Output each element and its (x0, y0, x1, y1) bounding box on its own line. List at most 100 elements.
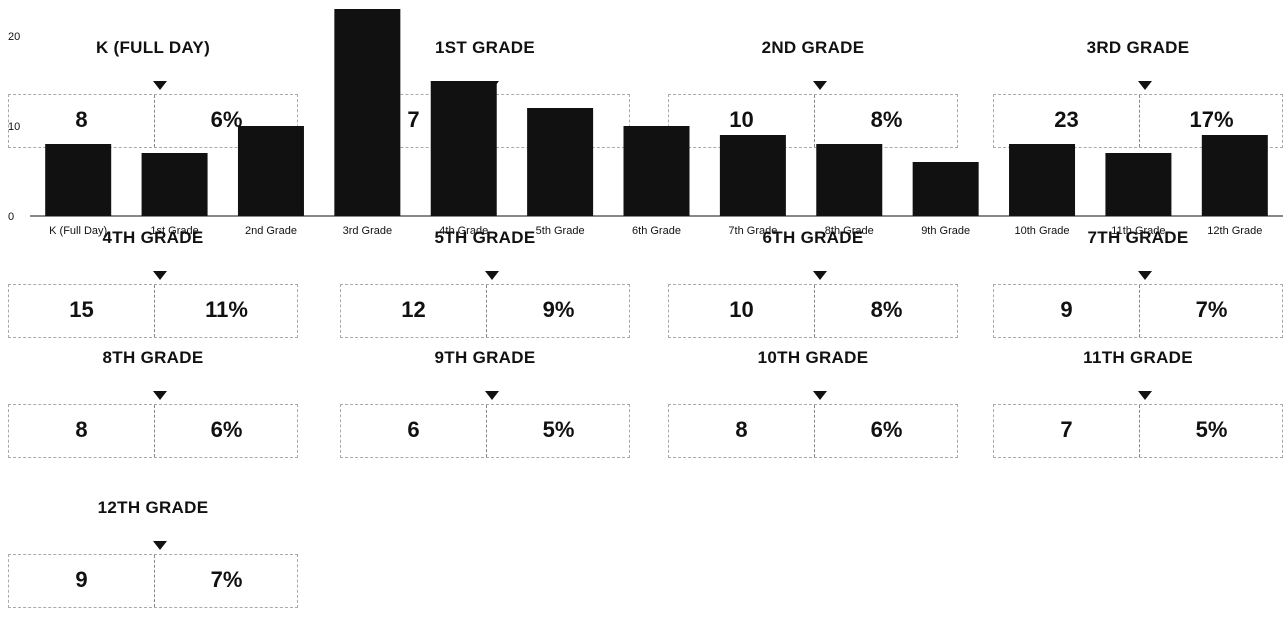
grade-card: 8TH GRADE 8 6% (8, 318, 298, 478)
bar (1009, 144, 1076, 216)
grade-card: K (FULL DAY) 8 6% (8, 8, 298, 168)
bar (623, 126, 690, 216)
student-count: 10 (729, 297, 754, 322)
stat-divider (1139, 95, 1140, 147)
grade-card: 4TH GRADE 15 11% (8, 198, 298, 358)
x-category-label: 3rd Grade (343, 225, 393, 237)
x-category-label: 6th Grade (632, 225, 681, 237)
x-category-label: K (Full Day) (49, 225, 107, 237)
grade-title: 12TH GRADE (97, 498, 209, 517)
grade-card: 5TH GRADE 12 9% (340, 198, 630, 358)
student-count: 10 (729, 107, 754, 132)
student-percent: 7% (210, 567, 243, 592)
grade-card: 10TH GRADE 8 6% (668, 318, 958, 478)
grade-card: 11TH GRADE 7 5% (993, 318, 1283, 478)
x-category-label: 4th Grade (439, 225, 488, 237)
grade-stat-box: 10 8% (668, 94, 958, 148)
stat-divider (486, 285, 487, 337)
student-count: 23 (1054, 107, 1079, 132)
stat-divider (154, 405, 155, 457)
grade-title: 8TH GRADE (102, 348, 204, 367)
student-percent: 8% (870, 297, 903, 322)
student-count: 15 (69, 297, 94, 322)
student-percent: 8% (870, 107, 903, 132)
student-percent: 6% (870, 417, 903, 442)
student-percent: 7% (1195, 297, 1228, 322)
bar (527, 108, 594, 216)
student-percent: 17% (1189, 107, 1234, 132)
student-count: 12 (401, 297, 426, 322)
grade-title: K (FULL DAY) (95, 38, 211, 57)
down-arrow-icon (1138, 81, 1152, 90)
grade-title: 9TH GRADE (434, 348, 536, 367)
student-count: 9 (1060, 297, 1073, 322)
student-count: 8 (75, 107, 88, 132)
down-arrow-icon (153, 541, 167, 550)
grade-stat-box: 7 5% (993, 404, 1283, 458)
grade-stat-box: 9 7% (8, 554, 298, 608)
grade-title: 2ND GRADE (761, 38, 865, 57)
student-count: 9 (75, 567, 88, 592)
student-count: 8 (75, 417, 88, 442)
grade-title: 7TH GRADE (1087, 228, 1189, 247)
x-category-label: 8th Grade (825, 225, 874, 237)
x-category-label: 11th Grade (1111, 225, 1165, 237)
x-category-label: 7th Grade (728, 225, 777, 237)
stat-divider (814, 95, 815, 147)
student-count: 7 (407, 107, 420, 132)
grade-title: 4TH GRADE (102, 228, 204, 247)
bar (719, 135, 786, 216)
down-arrow-icon (153, 391, 167, 400)
student-percent: 6% (210, 417, 243, 442)
student-count: 8 (735, 417, 748, 442)
down-arrow-icon (813, 81, 827, 90)
down-arrow-icon (1138, 391, 1152, 400)
grade-card: 7TH GRADE 9 7% (993, 198, 1283, 358)
grade-title: 5TH GRADE (434, 228, 536, 247)
grade-title: 11TH GRADE (1083, 348, 1193, 367)
bar (1201, 135, 1268, 216)
stat-divider (814, 405, 815, 457)
grade-stat-box: 8 6% (668, 404, 958, 458)
enrollment-bar-chart: 0 10 20 K (Full Day) 1st Grade 2nd Grade 3rd G… (8, 9, 1283, 237)
down-arrow-icon (813, 391, 827, 400)
stat-divider (1139, 285, 1140, 337)
grade-stat-box: 15 11% (8, 284, 298, 338)
student-percent: 5% (1195, 417, 1228, 442)
student-count: 6 (407, 417, 420, 442)
x-category-label: 1st Grade (150, 225, 198, 237)
x-category-label: 12th Grade (1207, 225, 1262, 237)
stat-divider (154, 555, 155, 607)
grade-stat-box: 9 7% (993, 284, 1283, 338)
grade-stat-box: 10 8% (668, 284, 958, 338)
bar (141, 153, 208, 216)
bar (430, 81, 497, 216)
stat-divider (1139, 405, 1140, 457)
x-category-label: 9th Grade (921, 225, 970, 237)
down-arrow-icon (813, 271, 827, 280)
student-percent: 9% (542, 297, 575, 322)
grade-title: 10TH GRADE (757, 348, 869, 367)
down-arrow-icon (485, 391, 499, 400)
grade-stat-box: 8 6% (8, 94, 298, 148)
bar (1105, 153, 1172, 216)
grade-card: 6TH GRADE 10 8% (668, 198, 958, 358)
grade-title: 6TH GRADE (762, 228, 864, 247)
grade-card: 2ND GRADE 10 8% (668, 8, 958, 168)
student-percent: 6% (210, 107, 243, 132)
stat-divider (154, 285, 155, 337)
y-tick-label: 20 (8, 31, 20, 43)
grade-title: 3RD GRADE (1086, 38, 1190, 57)
x-category-label: 5th Grade (536, 225, 585, 237)
bar (912, 162, 979, 216)
student-count: 7 (1060, 417, 1073, 442)
grade-stat-box: 8 6% (8, 404, 298, 458)
down-arrow-icon (1138, 271, 1152, 280)
stat-divider (486, 405, 487, 457)
y-tick-label: 10 (8, 121, 20, 133)
x-category-label: 2nd Grade (245, 225, 297, 237)
down-arrow-icon (153, 271, 167, 280)
grade-stat-box: 6 5% (340, 404, 630, 458)
bar (237, 126, 304, 216)
grade-card: 12TH GRADE 9 7% (8, 468, 298, 628)
